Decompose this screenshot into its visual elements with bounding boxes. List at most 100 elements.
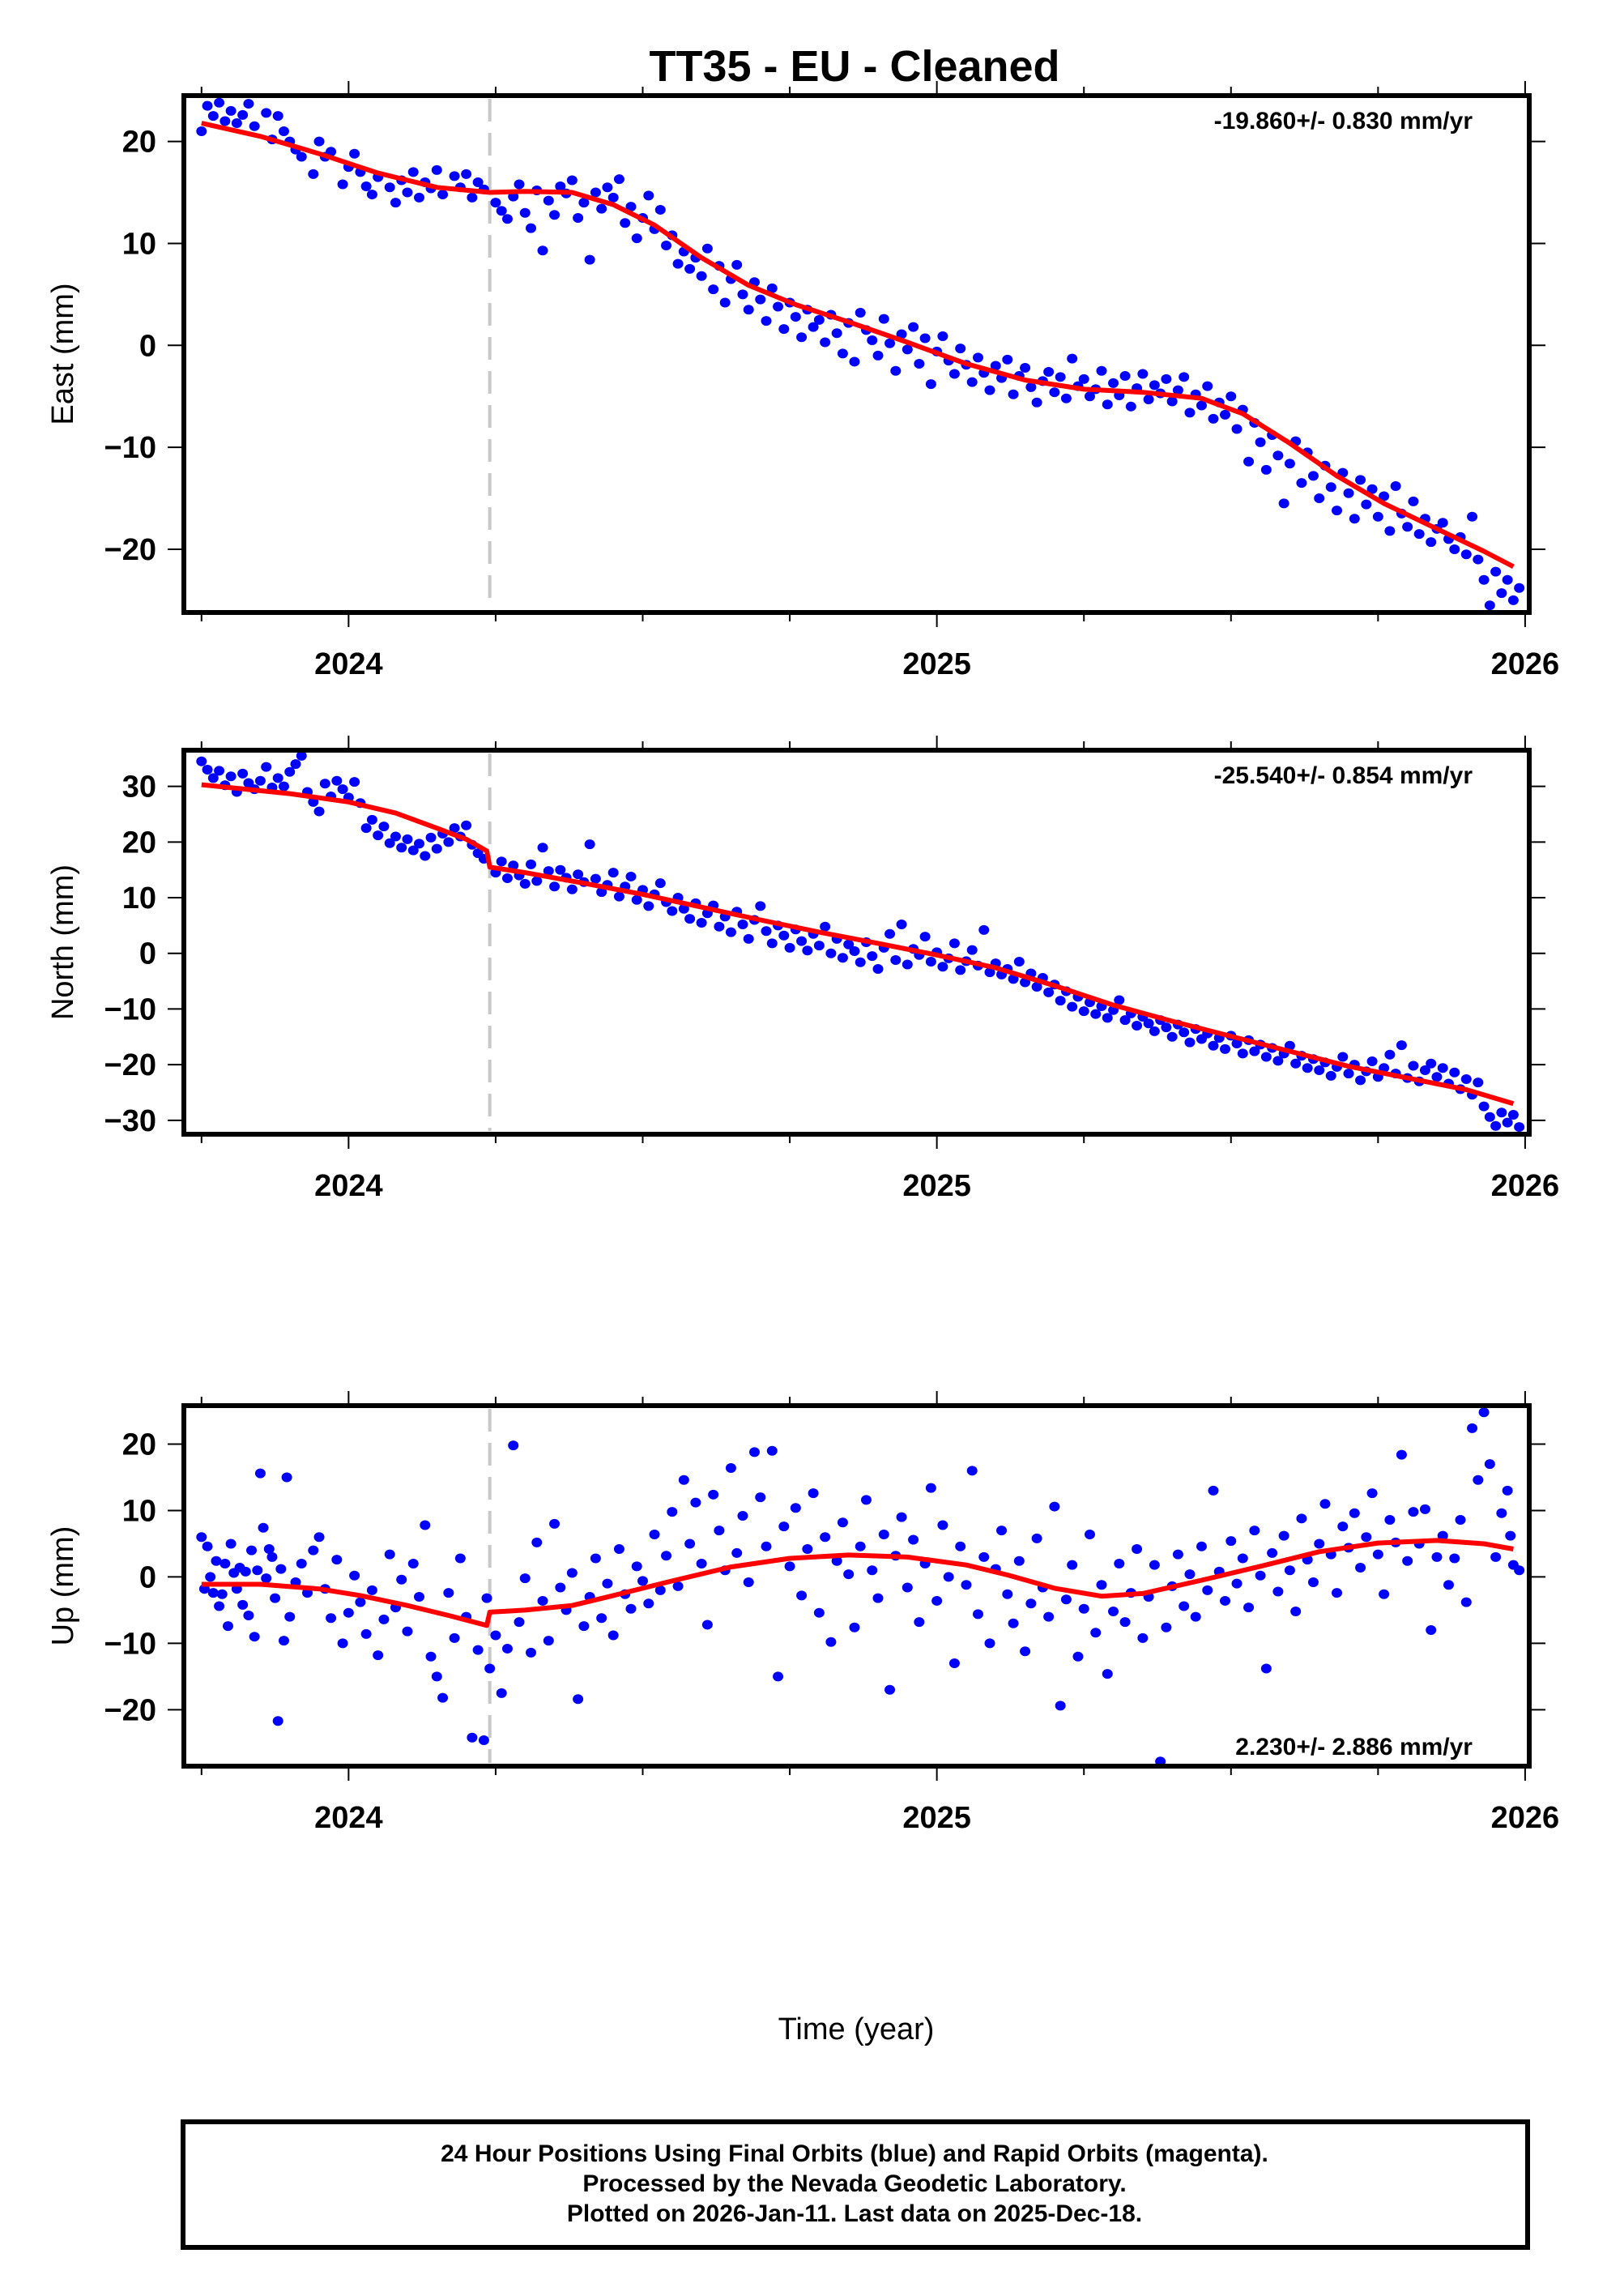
data-point: [654, 204, 666, 215]
data-point: [1119, 1617, 1131, 1628]
data-point: [661, 1551, 672, 1561]
data-point: [1179, 1601, 1190, 1611]
up-rate-label: 2.230+/- 2.886 mm/yr: [1235, 1734, 1473, 1760]
data-point: [220, 116, 231, 126]
data-point: [543, 195, 554, 206]
data-point: [478, 1735, 489, 1746]
data-point: [272, 111, 283, 122]
data-point: [602, 1578, 613, 1589]
data-point: [761, 1541, 772, 1551]
data-point: [275, 1564, 287, 1574]
data-point: [1078, 1006, 1089, 1017]
data-point: [490, 1630, 501, 1641]
data-point: [1078, 1603, 1089, 1614]
data-point: [573, 213, 584, 224]
y-tick-label: −20: [104, 1693, 156, 1727]
data-point: [237, 109, 249, 120]
data-point: [501, 873, 513, 883]
data-point: [884, 1684, 896, 1695]
data-point: [1031, 397, 1042, 408]
data-point: [231, 117, 242, 128]
data-point: [1202, 381, 1213, 391]
data-point: [1460, 549, 1472, 560]
data-point: [566, 1568, 578, 1578]
data-point: [1231, 424, 1243, 434]
data-point: [1507, 1109, 1519, 1120]
data-point: [1460, 1073, 1472, 1084]
data-point: [1102, 399, 1113, 410]
data-point: [1372, 1549, 1383, 1560]
y-tick-label: 0: [139, 937, 156, 971]
data-point: [896, 1512, 907, 1522]
data-point: [461, 169, 472, 179]
data-point: [1284, 459, 1295, 469]
x-tick-label: 2024: [314, 647, 383, 681]
data-point: [820, 337, 831, 348]
data-point: [643, 901, 654, 911]
data-point: [1355, 1562, 1366, 1573]
data-point: [390, 831, 401, 842]
data-point: [290, 759, 301, 770]
data-point: [270, 1593, 281, 1603]
data-point: [802, 945, 813, 956]
data-point: [1478, 574, 1490, 585]
data-point: [1049, 387, 1060, 398]
data-point: [1119, 1015, 1131, 1026]
data-point: [696, 917, 707, 928]
data-point: [678, 1474, 689, 1485]
data-point: [1161, 1022, 1172, 1033]
data-point: [1108, 378, 1119, 388]
data-point: [773, 1671, 784, 1682]
data-point: [519, 1573, 531, 1584]
data-point: [296, 152, 307, 162]
data-point: [1460, 1597, 1472, 1607]
data-point: [496, 1688, 507, 1698]
data-point: [867, 335, 878, 346]
data-point: [672, 258, 684, 269]
data-point: [590, 187, 601, 198]
data-point: [331, 775, 343, 786]
data-point: [373, 1650, 384, 1661]
data-point: [696, 271, 707, 281]
data-point: [349, 777, 360, 787]
data-point: [1119, 371, 1131, 382]
data-point: [425, 832, 437, 843]
data-point: [472, 1645, 484, 1655]
data-point: [966, 1466, 978, 1476]
data-point: [360, 181, 372, 191]
data-point: [1473, 554, 1484, 565]
data-point: [978, 1551, 990, 1562]
data-point: [837, 1517, 848, 1528]
footer-box: 24 Hour Positions Using Final Orbits (bl…: [181, 2119, 1530, 2250]
data-point: [1490, 1120, 1502, 1131]
data-point: [1496, 588, 1507, 599]
data-point: [284, 766, 296, 777]
data-point: [1413, 529, 1425, 540]
data-point: [501, 214, 513, 224]
data-point: [725, 1463, 736, 1474]
data-point: [1272, 1056, 1284, 1066]
data-point: [1237, 1553, 1248, 1564]
data-point: [496, 856, 507, 867]
north-panel: North (mm) 30 20 10 0 −10 −20 −30 2024 2025 2026 -…: [46, 736, 1559, 1203]
data-point: [613, 174, 624, 185]
data-point: [896, 329, 907, 339]
data-point: [326, 147, 337, 157]
data-point: [1496, 1508, 1507, 1518]
data-point: [1408, 496, 1419, 506]
data-point: [555, 1582, 566, 1593]
data-point: [1002, 354, 1013, 365]
data-point: [1196, 1541, 1207, 1551]
data-point: [1031, 1533, 1042, 1543]
data-point: [246, 1545, 258, 1556]
data-point: [537, 1595, 548, 1606]
data-point: [1132, 1544, 1143, 1555]
footer-line-3: Plotted on 2026-Jan-11. Last data on 202…: [567, 2200, 1142, 2227]
data-point: [1267, 1547, 1278, 1558]
data-point: [1196, 400, 1207, 411]
data-point: [878, 314, 889, 324]
data-point: [1260, 1052, 1272, 1062]
data-point: [1184, 1569, 1196, 1580]
data-point: [773, 301, 784, 312]
data-point: [1402, 1556, 1413, 1566]
